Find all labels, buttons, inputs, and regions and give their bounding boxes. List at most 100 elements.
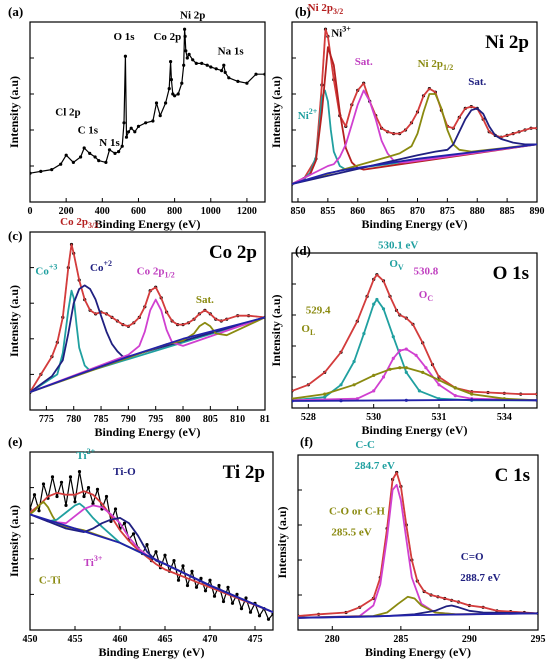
data-point	[226, 585, 230, 589]
peak-annotation: Sat.	[468, 76, 486, 88]
data-point	[185, 583, 190, 588]
x-tick-label: 528	[301, 412, 316, 423]
data-point	[203, 589, 208, 593]
data-point	[263, 72, 265, 76]
data-point	[145, 543, 149, 547]
data-point	[421, 370, 425, 374]
data-point	[113, 507, 118, 511]
y-axis-label: Intensity (a.u)	[7, 505, 21, 577]
peak-annotation: 285.5 eV	[331, 527, 371, 539]
data-point	[32, 493, 37, 497]
peak-annotation: 530.8	[414, 266, 439, 278]
data-point	[194, 585, 199, 589]
data-point	[470, 398, 474, 402]
data-point	[120, 144, 124, 148]
data-point	[191, 58, 195, 62]
data-point	[222, 63, 226, 67]
peak-annotation: Ti3+	[84, 554, 103, 569]
plot-area	[292, 273, 537, 403]
data-point	[126, 130, 131, 134]
x-tick-label: 800	[167, 206, 182, 217]
series-line	[30, 513, 273, 614]
peak-annotation: Co+2	[90, 259, 112, 274]
data-point	[123, 54, 127, 58]
x-tick-label: 600	[131, 206, 146, 217]
series-line	[30, 243, 265, 393]
data-point	[180, 81, 184, 85]
peak-annotation: Sat.	[196, 294, 214, 306]
peak-annotation: 530.1 eV	[378, 239, 418, 251]
plot-area	[298, 470, 538, 619]
y-axis-label: Intensity (a.u)	[7, 76, 21, 148]
data-point	[144, 121, 148, 125]
series-line	[292, 93, 537, 185]
panel-f: 280 285 290 295 Binding Energy (eV) Intensity…	[275, 434, 546, 659]
panel-label: (a)	[8, 4, 23, 19]
x-axis-label: Binding Energy (eV)	[361, 217, 467, 231]
y-axis-label: Intensity (a.u)	[275, 506, 289, 578]
x-tick-label: 860	[350, 206, 365, 217]
peak-annotation: Ti2+	[76, 447, 95, 462]
plot-frame	[29, 231, 266, 411]
panel-a: 0 200 400 600 800 1000 1200 Binding Energy (eV)…	[7, 4, 266, 231]
data-point	[91, 502, 95, 506]
data-point	[190, 569, 194, 573]
data-point	[398, 349, 402, 353]
data-point	[391, 356, 395, 360]
peak-annotation: Ni 2p3/2	[308, 2, 344, 16]
data-point	[372, 373, 376, 377]
data-point	[37, 509, 41, 513]
x-tick-label: 531	[432, 412, 447, 423]
peak-annotation: 288.7 eV	[460, 572, 500, 584]
x-tick-label: 870	[410, 206, 425, 217]
data-point	[257, 614, 262, 618]
data-point	[388, 367, 392, 371]
x-tick-label: 470	[203, 634, 218, 645]
panel-title: Ti 2p	[223, 462, 265, 483]
peak-annotation: Co 2p3/2	[60, 216, 98, 230]
data-point	[59, 162, 63, 166]
data-point	[82, 146, 86, 150]
x-axis-label: Binding Energy (eV)	[94, 425, 200, 439]
x-tick-label: 885	[500, 206, 515, 217]
data-point	[117, 150, 121, 154]
panel-title: Co 2p	[209, 242, 257, 263]
x-tick-label: 875	[440, 206, 455, 217]
data-point	[212, 594, 217, 598]
data-point	[214, 67, 218, 71]
x-tick-label: 795	[148, 414, 163, 425]
x-tick-label: 295	[531, 634, 546, 645]
x-tick-label: 785	[94, 414, 109, 425]
x-tick-label: 1200	[237, 206, 257, 217]
x-axis-label: Binding Energy (eV)	[361, 423, 467, 437]
peak-annotation: C=O	[461, 551, 484, 563]
x-tick-label: 790	[121, 414, 136, 425]
series-line	[292, 274, 537, 395]
plot-frame	[291, 21, 538, 203]
peak-annotation: Co 2p1/2	[137, 266, 175, 280]
data-point	[104, 160, 108, 164]
plot-frame	[29, 21, 266, 203]
data-point	[131, 532, 136, 536]
data-point	[182, 63, 186, 67]
data-point	[271, 612, 273, 616]
x-tick-label: 460	[113, 634, 128, 645]
x-axis-label: Binding Energy (eV)	[365, 645, 471, 659]
data-point	[391, 335, 395, 339]
data-point	[169, 78, 173, 82]
data-point	[133, 130, 137, 134]
data-point	[59, 480, 64, 484]
data-point	[362, 332, 366, 336]
data-point	[39, 169, 43, 173]
data-point	[184, 49, 188, 53]
data-point	[245, 81, 249, 85]
data-point	[292, 399, 294, 403]
data-point	[323, 395, 327, 399]
series-line	[298, 595, 538, 619]
data-point	[235, 592, 239, 597]
panel-label: (c)	[8, 228, 22, 243]
data-point	[163, 553, 167, 557]
peak-annotation: Ni3+	[331, 24, 351, 39]
data-point	[86, 486, 91, 490]
x-tick-label: 465	[158, 634, 173, 645]
